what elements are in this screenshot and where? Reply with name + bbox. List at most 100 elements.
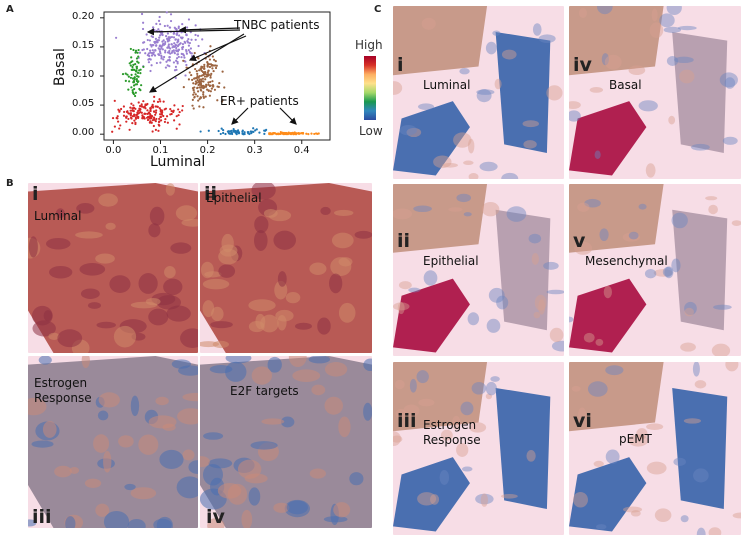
scatter-point-series-6 — [291, 131, 294, 134]
scatter-point-series-4 — [175, 115, 178, 118]
scatter-point-series-4 — [146, 116, 150, 119]
scatter-point-series-1 — [169, 19, 173, 23]
x-tick-label: 0.4 — [293, 145, 310, 156]
scatter-point-series-3 — [200, 66, 203, 70]
scatter-point-series-3 — [206, 65, 209, 68]
scatter-point-series-1 — [146, 47, 149, 51]
scatter-point-series-3 — [196, 75, 199, 78]
c-tile-numeral: iv — [573, 54, 592, 76]
scatter-point-series-3 — [221, 99, 224, 102]
scatter-point-series-1 — [157, 47, 160, 50]
b-tile-numeral: iii — [32, 506, 52, 528]
scatter-point-series-3 — [194, 67, 197, 71]
c-tile-numeral: iii — [397, 410, 417, 432]
scatter-point-series-4 — [122, 105, 125, 108]
scatter-point-series-3 — [198, 69, 201, 72]
scatter-point-series-4 — [162, 114, 165, 118]
scatter-point-series-5 — [199, 130, 202, 133]
scatter-point-series-4 — [156, 100, 160, 103]
scatter-point-series-3 — [214, 66, 218, 70]
scatter-point-series-1 — [153, 41, 157, 44]
scatter-point-series-4 — [158, 98, 161, 101]
scatter-point-series-1 — [181, 36, 184, 39]
b-tile-3: iii Estrogen Response — [28, 356, 198, 528]
scatter-point-series-2 — [132, 81, 135, 84]
scatter-point-series-4 — [177, 108, 180, 111]
scatter-point-series-3 — [204, 78, 207, 81]
scatter-point-series-1 — [201, 38, 204, 41]
panel-label-c: C — [374, 4, 382, 15]
scatter-point-series-1 — [142, 48, 145, 51]
scatter-point-series-5 — [220, 127, 223, 130]
scatter-point-series-1 — [150, 51, 154, 55]
scatter-point-series-4 — [170, 109, 173, 113]
scatter-point-series-6 — [305, 132, 308, 135]
scatter-point-series-4 — [163, 120, 167, 124]
scatter-point-series-1 — [150, 45, 153, 48]
scatter-point-series-4 — [151, 130, 154, 133]
scatter-point-series-1 — [142, 21, 145, 24]
scatter-point-series-2 — [135, 69, 138, 72]
scatter-point-series-2 — [139, 68, 142, 71]
scatter-point-series-2 — [128, 62, 131, 65]
scatter-point-series-2 — [129, 64, 132, 67]
scatter-point-series-2 — [127, 88, 130, 91]
scatter-point-series-4 — [166, 121, 169, 124]
scatter-point-series-4 — [173, 104, 176, 107]
scatter-point-series-1 — [172, 36, 176, 39]
scatter-point-series-2 — [139, 72, 142, 75]
y-tick-label: 0.10 — [72, 69, 95, 80]
scatter-point-series-1 — [143, 41, 146, 44]
scatter-point-series-4 — [138, 109, 141, 112]
scatter-point-series-4 — [165, 115, 169, 118]
x-tick-label: 0.1 — [152, 145, 169, 156]
c-tissue-image-6 — [569, 362, 741, 535]
scatter-point-series-1 — [157, 28, 160, 31]
scatter-point-series-4 — [162, 100, 165, 103]
scatter-point-series-3 — [202, 80, 205, 83]
scatter-point-series-5 — [236, 129, 240, 132]
scatter-point-series-1 — [152, 53, 155, 56]
scatter-point-series-4 — [123, 110, 126, 114]
scatter-point-series-5 — [228, 130, 232, 133]
scatter-point-series-3 — [206, 62, 209, 65]
scatter-point-series-1 — [191, 54, 194, 58]
scatter-point-series-1 — [189, 47, 192, 50]
scatter-point-series-4 — [151, 106, 155, 109]
scatter-point-series-2 — [128, 80, 131, 83]
c-tile-label: Epithelial — [423, 254, 479, 268]
scatter-point-series-4 — [169, 113, 172, 116]
scatter-point-series-3 — [195, 69, 198, 73]
scatter-point-series-4 — [153, 118, 156, 121]
scatter-point-series-1 — [183, 40, 186, 43]
scatter-point-series-4 — [137, 101, 140, 104]
scatter-point-series-1 — [149, 43, 152, 46]
scatter-point-series-4 — [133, 119, 136, 122]
scatter-point-series-5 — [226, 130, 229, 133]
scatter-point-series-6 — [289, 132, 292, 135]
scatter-point-series-1 — [153, 54, 157, 57]
scatter-point-series-4 — [119, 124, 122, 127]
scatter-point-series-1 — [168, 59, 172, 62]
scatter-point-series-5 — [263, 132, 266, 135]
scatter-point-series-4 — [126, 110, 129, 113]
scatter-point-series-1 — [152, 43, 155, 47]
scatter-point-series-1 — [149, 58, 152, 61]
scatter-point-series-2 — [134, 63, 137, 66]
scatter-point-series-4 — [181, 104, 184, 108]
scatter-point-series-3 — [193, 51, 196, 55]
scatter-point-series-4 — [173, 119, 176, 122]
scatter-point-series-3 — [207, 81, 210, 84]
scatter-point-series-4 — [149, 114, 152, 117]
scatter-point-series-3 — [202, 106, 205, 109]
scatter-point-series-3 — [198, 74, 201, 78]
scatter-point-series-1 — [173, 42, 176, 45]
scatter-point-series-3 — [203, 70, 207, 74]
scatter-point-series-3 — [209, 74, 212, 77]
scatter-point-series-1 — [157, 19, 161, 22]
scatter-point-series-3 — [207, 83, 210, 86]
b-tissue-image-2 — [200, 183, 372, 353]
scatter-point-series-5 — [207, 129, 210, 132]
scatter-point-series-2 — [135, 78, 138, 81]
scatter-point-series-3 — [191, 78, 194, 81]
